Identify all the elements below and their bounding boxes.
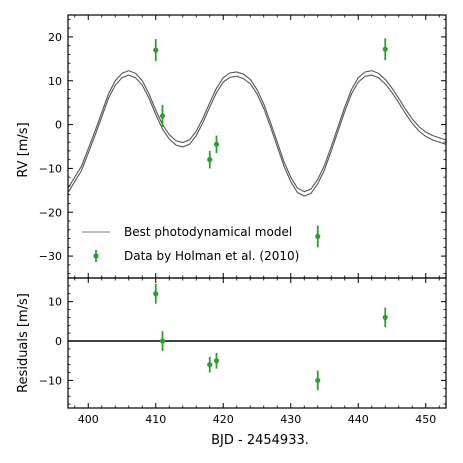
legend: Best photodynamical model Data by Holman … [82, 225, 299, 263]
x-tick-label: 450 [415, 413, 436, 426]
plot-area [68, 283, 446, 391]
data-point [159, 338, 166, 344]
data-point [159, 113, 166, 119]
data-point [207, 157, 213, 163]
y-tick-label: −10 [39, 374, 62, 387]
y-tick-label: −10 [39, 162, 62, 175]
data-point [153, 291, 159, 297]
y-tick-label: 20 [48, 31, 62, 44]
x-axis-label: BJD - 2454933. [211, 433, 309, 448]
top-panel: −30 −20 −10 0 10 20 Best photodynamical model D… [39, 14, 447, 279]
data-point [153, 47, 159, 53]
data-point [382, 46, 388, 52]
x-tick-label: 440 [348, 413, 369, 426]
plot-area [68, 38, 446, 248]
data-point [213, 358, 220, 364]
legend-marker-swatch [93, 253, 99, 259]
data-point [315, 377, 321, 384]
x-tick-label: 400 [78, 413, 99, 426]
x-tick-label: 430 [280, 413, 301, 426]
bottom-panel: 400 410 420 430 440 450 −10 0 10 [39, 277, 447, 426]
model-curve-upper [68, 70, 446, 193]
legend-label-model: Best photodynamical model [124, 225, 292, 239]
data-point [315, 233, 321, 239]
y-tick-label: 10 [48, 296, 62, 309]
data-point [382, 314, 388, 320]
y-tick-label: −20 [39, 206, 62, 219]
bottom-y-axis-label: Residuals [m/s] [16, 293, 31, 393]
x-tick-label: 410 [145, 413, 166, 426]
y-tick-label: 0 [55, 119, 62, 132]
model-curve-lower [68, 74, 446, 197]
x-tick-label: 420 [213, 413, 234, 426]
legend-label-data: Data by Holman et al. (2010) [124, 249, 299, 263]
data-point [213, 141, 220, 147]
data-point [207, 362, 213, 368]
axes-frame [67, 277, 447, 409]
y-tick-label: 0 [55, 335, 62, 348]
y-tick-label: 10 [48, 75, 62, 88]
top-y-axis-label: RV [m/s] [16, 122, 31, 177]
y-tick-label: −30 [39, 250, 62, 263]
